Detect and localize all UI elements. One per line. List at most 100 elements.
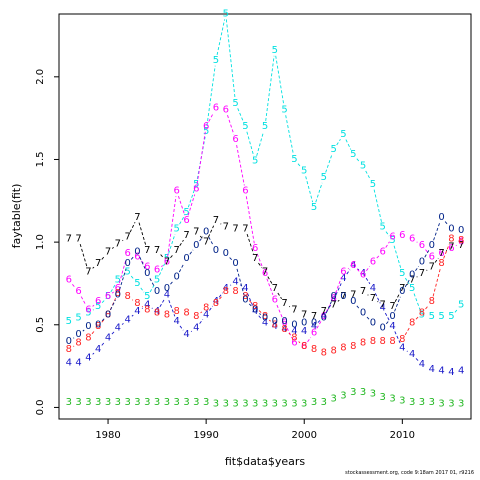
point-marker: 7 bbox=[164, 256, 170, 267]
series-segment bbox=[365, 277, 371, 285]
point-marker: 3 bbox=[301, 399, 307, 410]
point-marker: 6 bbox=[311, 328, 317, 339]
point-marker: 3 bbox=[203, 397, 209, 408]
point-marker: 3 bbox=[281, 399, 287, 410]
series-segment bbox=[277, 292, 282, 299]
point-marker: 8 bbox=[105, 309, 111, 320]
point-marker: 6 bbox=[380, 247, 386, 258]
point-marker: 3 bbox=[232, 399, 238, 410]
point-marker: 7 bbox=[154, 245, 160, 256]
series-segment bbox=[404, 277, 410, 285]
point-marker: 6 bbox=[389, 232, 395, 243]
point-marker: 5 bbox=[95, 301, 101, 312]
point-marker: 0 bbox=[409, 270, 415, 281]
point-marker: 0 bbox=[134, 247, 140, 258]
series-segment bbox=[187, 189, 195, 208]
y-tick-label: 1.5 bbox=[35, 152, 46, 168]
point-marker: 3 bbox=[370, 389, 376, 400]
series-segment bbox=[288, 332, 291, 335]
series-segment bbox=[121, 275, 124, 277]
point-marker: 3 bbox=[252, 399, 258, 410]
point-marker: 3 bbox=[144, 397, 150, 408]
point-marker: 0 bbox=[340, 291, 346, 302]
point-marker: 7 bbox=[183, 230, 189, 241]
series-segment bbox=[433, 222, 441, 241]
point-marker: 0 bbox=[164, 283, 170, 294]
point-marker: 3 bbox=[399, 395, 405, 406]
series-segment bbox=[200, 311, 203, 314]
point-marker: 7 bbox=[252, 253, 258, 264]
point-marker: 8 bbox=[66, 344, 72, 355]
point-marker: 3 bbox=[291, 399, 297, 410]
point-marker: 8 bbox=[409, 318, 415, 329]
series-segment bbox=[161, 265, 163, 268]
series-segment bbox=[236, 144, 245, 186]
y-axis-title: faytable(fit) bbox=[10, 184, 23, 249]
point-marker: 0 bbox=[154, 286, 160, 297]
point-marker: 3 bbox=[438, 399, 444, 410]
series-segment bbox=[256, 253, 264, 269]
point-marker: 5 bbox=[399, 268, 405, 279]
series-segment bbox=[415, 316, 419, 320]
series-segment bbox=[317, 320, 321, 323]
point-marker: 7 bbox=[232, 223, 238, 234]
point-marker: 4 bbox=[350, 260, 356, 271]
series-segment bbox=[79, 243, 88, 267]
point-marker: 6 bbox=[321, 311, 327, 322]
y-tick-label: 0.5 bbox=[35, 317, 46, 333]
point-marker: 4 bbox=[330, 294, 336, 305]
footer: stockassessment.org, code 9:18am 2017 01… bbox=[345, 470, 474, 476]
point-marker: 8 bbox=[291, 333, 297, 344]
point-marker: 7 bbox=[85, 266, 91, 277]
point-marker: 7 bbox=[370, 293, 376, 304]
series-segment bbox=[72, 284, 76, 288]
series-segment bbox=[335, 276, 342, 294]
point-marker: 5 bbox=[262, 121, 268, 132]
point-marker: 4 bbox=[448, 367, 454, 378]
series-segment bbox=[158, 263, 166, 276]
series-segment bbox=[336, 139, 341, 146]
series-segment bbox=[258, 315, 262, 320]
series-segment bbox=[170, 280, 174, 285]
point-marker: 6 bbox=[340, 266, 346, 277]
point-marker: 7 bbox=[409, 275, 415, 286]
point-marker: 0 bbox=[203, 227, 209, 238]
point-marker: 7 bbox=[330, 299, 336, 310]
point-marker: 8 bbox=[95, 321, 101, 332]
series-segment bbox=[178, 263, 185, 273]
point-marker: 5 bbox=[252, 156, 258, 167]
point-marker: 5 bbox=[281, 104, 287, 115]
point-marker: 8 bbox=[380, 336, 386, 347]
point-marker: 7 bbox=[242, 223, 248, 234]
point-marker: 3 bbox=[115, 397, 121, 408]
series-segment bbox=[92, 352, 95, 355]
series-segment bbox=[267, 276, 273, 284]
point-marker: 4 bbox=[370, 283, 376, 294]
series-segment bbox=[111, 246, 114, 249]
point-marker: 7 bbox=[458, 240, 464, 251]
point-marker: 3 bbox=[174, 397, 180, 408]
point-marker: 5 bbox=[321, 172, 327, 183]
point-marker: 7 bbox=[95, 258, 101, 269]
point-marker: 0 bbox=[419, 256, 425, 267]
series-segment bbox=[373, 189, 382, 222]
point-marker: 7 bbox=[203, 237, 209, 248]
x-axis-title: fit$data$years bbox=[225, 455, 306, 468]
point-marker: 7 bbox=[66, 233, 72, 244]
series-segment bbox=[187, 194, 196, 216]
point-marker: 0 bbox=[429, 240, 435, 251]
series-segment bbox=[258, 310, 262, 313]
point-marker: 8 bbox=[448, 233, 454, 244]
series-segment bbox=[196, 131, 206, 184]
series-segment bbox=[119, 268, 127, 290]
point-marker: 6 bbox=[350, 260, 356, 271]
series-segment bbox=[385, 241, 390, 248]
series-segment bbox=[199, 319, 204, 324]
point-marker: 4 bbox=[95, 344, 101, 355]
point-marker: 4 bbox=[66, 357, 72, 368]
